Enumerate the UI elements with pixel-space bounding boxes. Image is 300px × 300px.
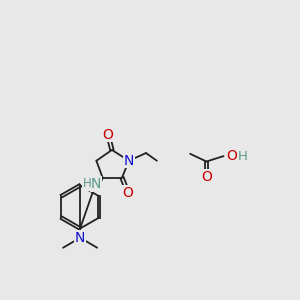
Text: O: O [226, 149, 238, 163]
Text: N: N [124, 154, 134, 168]
Text: O: O [201, 170, 212, 184]
Text: N: N [75, 231, 85, 245]
Text: H: H [238, 150, 248, 163]
Text: O: O [123, 186, 134, 200]
Text: N: N [90, 177, 101, 191]
Text: H: H [83, 177, 92, 190]
Text: O: O [103, 128, 113, 142]
